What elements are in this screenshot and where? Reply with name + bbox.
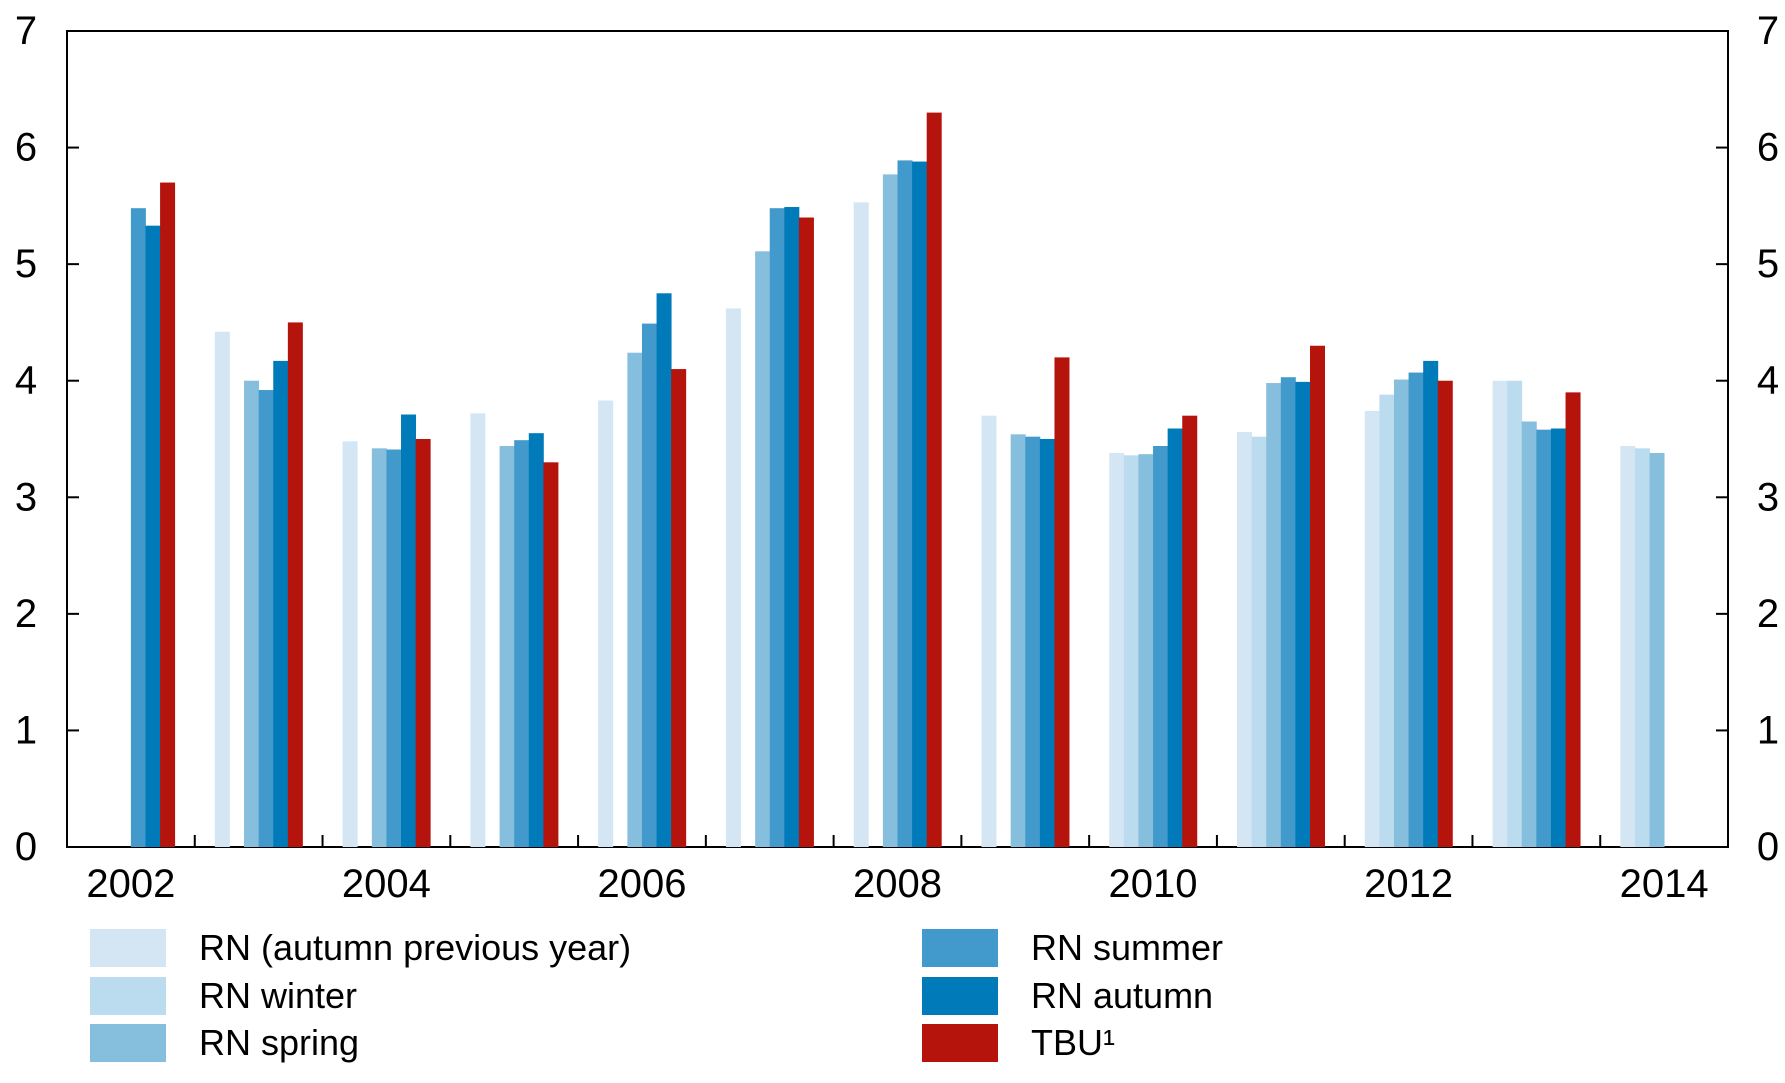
bar-2005-series-5 — [543, 462, 559, 847]
y-tick-label-left: 3 — [15, 475, 37, 519]
bar-2013-series-1 — [1507, 380, 1523, 847]
bar-2013-series-5 — [1565, 392, 1581, 847]
bar-2004-series-5 — [415, 439, 431, 847]
bar-2004-series-4 — [401, 414, 417, 847]
bar-2003-series-3 — [258, 390, 274, 847]
bar-2010-series-1 — [1123, 455, 1139, 847]
bar-2007-series-3 — [769, 208, 785, 847]
bar-2005-series-2 — [499, 445, 515, 847]
bar-2013-series-2 — [1521, 421, 1537, 847]
bar-2012-series-1 — [1379, 394, 1395, 847]
y-tick-label-left: 1 — [15, 708, 37, 752]
bar-2009-series-3 — [1025, 436, 1041, 847]
bar-2003-series-2 — [244, 380, 260, 847]
bar-2007-series-2 — [755, 251, 771, 847]
x-tick-label: 2002 — [86, 862, 175, 906]
y-tick-label-right: 5 — [1757, 242, 1779, 286]
x-axis-ticks — [193, 835, 1602, 847]
x-tick-label: 2012 — [1364, 862, 1453, 906]
y-tick-label-right: 6 — [1757, 126, 1779, 170]
y-tick-label-right: 2 — [1757, 592, 1779, 636]
bar-2008-series-4 — [912, 161, 928, 847]
x-tick-label: 2014 — [1620, 862, 1709, 906]
y-axis-ticks — [67, 30, 1728, 848]
x-tick-label: 2004 — [342, 862, 431, 906]
bar-2011-series-4 — [1295, 381, 1311, 847]
bar-2009-series-0 — [981, 415, 997, 847]
bar-2006-series-0 — [598, 400, 614, 847]
bar-2008-series-0 — [853, 202, 869, 848]
x-tick-label: 2010 — [1109, 862, 1198, 906]
bar-2011-series-3 — [1280, 377, 1296, 847]
bar-2009-series-2 — [1010, 434, 1026, 847]
bar-2008-series-2 — [882, 174, 898, 847]
y-tick-label-right: 4 — [1757, 359, 1779, 403]
y-tick-label-right: 3 — [1757, 475, 1779, 519]
bar-2008-series-5 — [926, 112, 942, 848]
bar-2012-series-0 — [1364, 411, 1380, 847]
bar-2005-series-0 — [470, 413, 486, 847]
bar-2007-series-4 — [784, 207, 800, 848]
x-axis-labels: 2002 2004 2006 2008 2010 2012 2014 — [86, 862, 1708, 906]
bar-2010-series-2 — [1138, 454, 1154, 847]
y-tick-label-left: 2 — [15, 592, 37, 636]
y-tick-label-left: 6 — [15, 126, 37, 170]
y-tick-label-right: 1 — [1757, 708, 1779, 752]
bar-2006-series-3 — [641, 323, 657, 847]
bar-2006-series-5 — [671, 369, 687, 847]
y-tick-label-left: 4 — [15, 359, 37, 403]
bar-2007-series-0 — [725, 308, 741, 847]
y-axis-right-labels: 0 1 2 3 4 5 6 7 — [1757, 9, 1779, 869]
bar-2007-series-5 — [798, 217, 814, 847]
y-tick-label-right: 7 — [1757, 9, 1779, 53]
bar-2013-series-3 — [1536, 429, 1552, 847]
bar-2012-series-5 — [1437, 380, 1453, 847]
x-tick-label: 2008 — [853, 862, 942, 906]
bar-2014-series-2 — [1649, 452, 1665, 847]
bar-2003-series-4 — [273, 360, 289, 847]
bar-2004-series-0 — [342, 441, 358, 847]
bar-2011-series-5 — [1310, 345, 1326, 847]
bar-2014-series-1 — [1634, 448, 1650, 847]
bar-2009-series-4 — [1039, 439, 1055, 847]
bar-2006-series-2 — [627, 352, 643, 847]
bar-2010-series-4 — [1167, 428, 1183, 847]
bar-2005-series-3 — [514, 440, 530, 847]
bar-2006-series-4 — [656, 293, 672, 847]
bar-2012-series-2 — [1393, 379, 1409, 847]
bar-2009-series-5 — [1054, 357, 1070, 847]
y-tick-label-left: 5 — [15, 242, 37, 286]
x-tick-label: 2006 — [597, 862, 686, 906]
bar-2002-series-3 — [130, 208, 146, 847]
y-axis-left-labels: 0 1 2 3 4 5 6 7 — [15, 9, 37, 869]
bar-2008-series-3 — [897, 160, 913, 847]
bar-2014-series-0 — [1620, 445, 1636, 847]
bar-2013-series-0 — [1492, 380, 1508, 847]
bar-2012-series-4 — [1423, 360, 1439, 847]
bar-2011-series-2 — [1266, 383, 1282, 847]
y-tick-label-left: 7 — [15, 9, 37, 53]
bar-2010-series-5 — [1182, 415, 1198, 847]
bar-2010-series-3 — [1153, 445, 1169, 847]
bar-2002-series-4 — [145, 225, 161, 847]
bar-series — [130, 112, 1665, 848]
bar-2002-series-5 — [160, 182, 176, 848]
bar-2012-series-3 — [1408, 372, 1424, 847]
bar-2004-series-2 — [371, 448, 387, 847]
bar-2005-series-4 — [528, 433, 544, 847]
bar-2011-series-1 — [1251, 436, 1267, 847]
bar-2004-series-3 — [386, 449, 402, 847]
bar-2003-series-5 — [287, 322, 303, 847]
bar-2013-series-4 — [1550, 428, 1566, 847]
y-tick-label-right: 0 — [1757, 825, 1779, 869]
bar-2011-series-0 — [1237, 432, 1253, 847]
bar-2003-series-0 — [214, 331, 230, 847]
bar-2010-series-0 — [1109, 452, 1125, 847]
y-tick-label-left: 0 — [15, 825, 37, 869]
